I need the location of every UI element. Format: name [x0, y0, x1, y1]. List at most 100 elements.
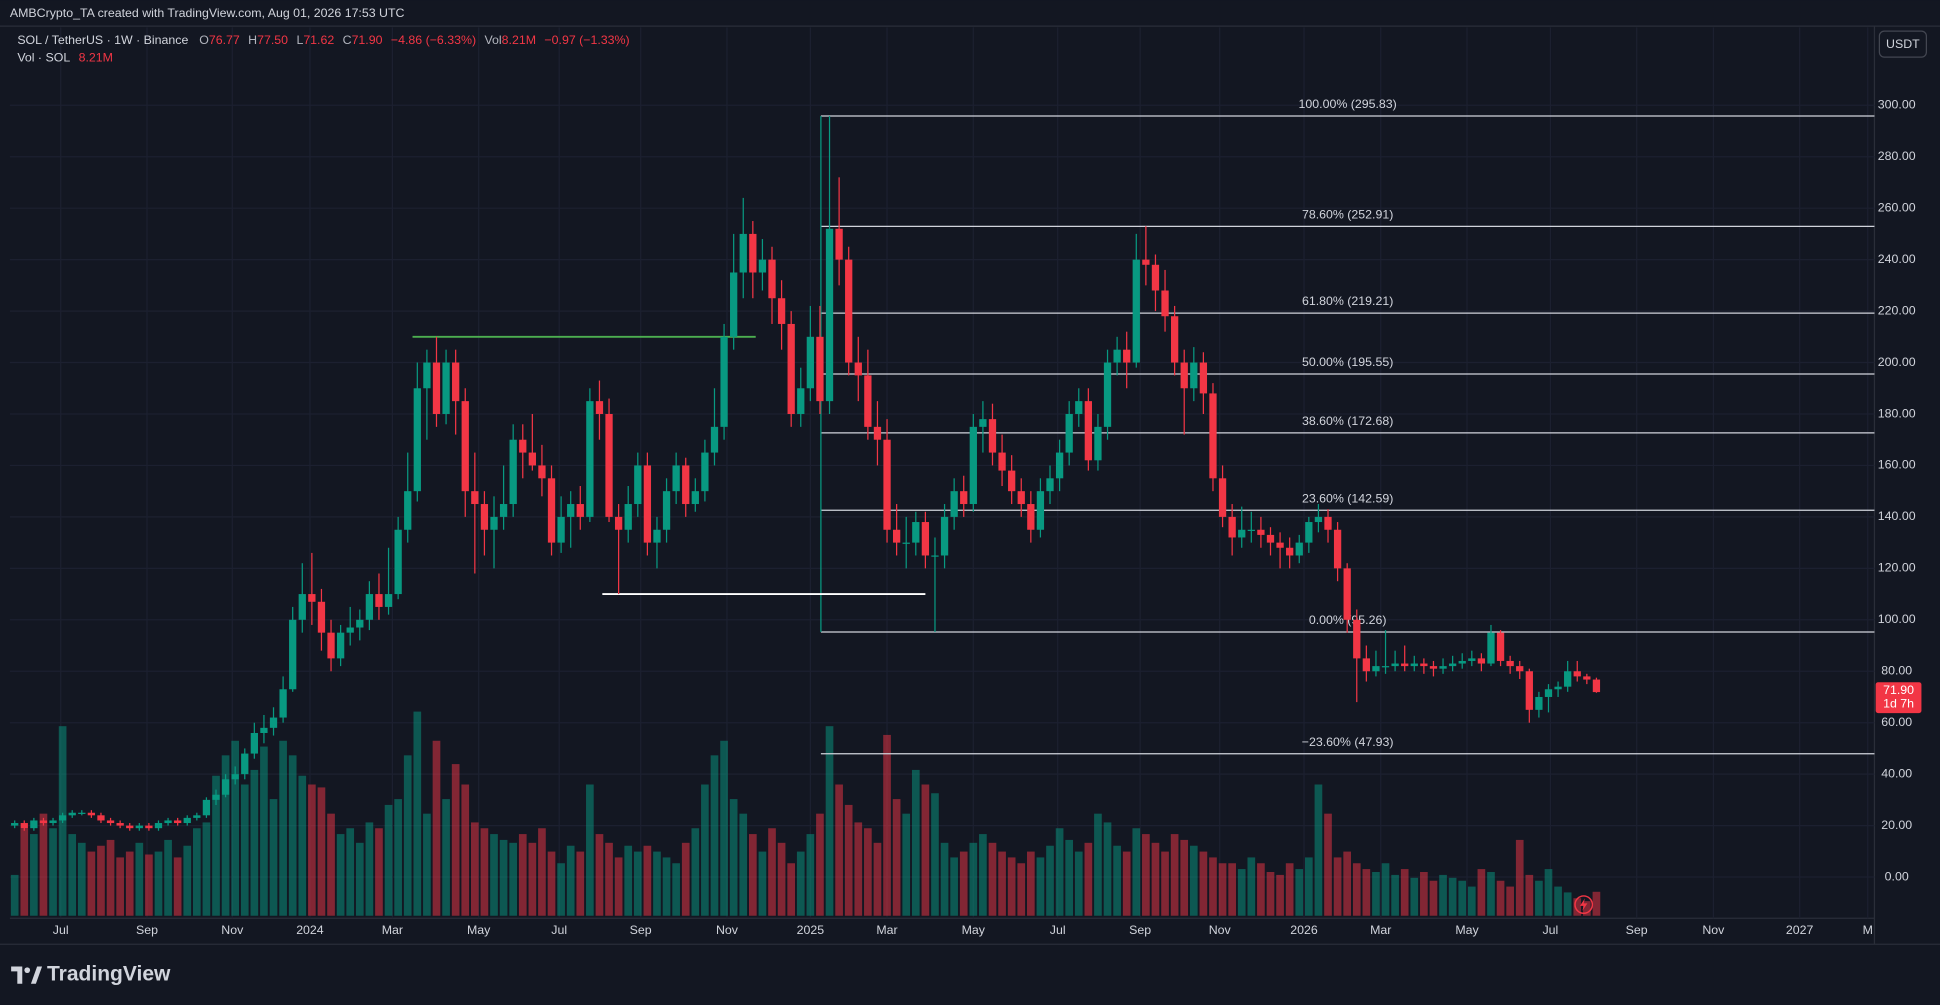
candle-body	[1190, 362, 1198, 389]
volume-bar	[691, 828, 700, 916]
y-tick-label: 60.00	[1881, 715, 1912, 729]
candle-body	[174, 820, 182, 824]
volume-bar	[355, 842, 364, 916]
volume-bar	[998, 851, 1006, 916]
volume-bar	[1381, 863, 1390, 916]
candle-body	[979, 419, 987, 427]
candle-body	[701, 452, 709, 492]
volume-bar	[240, 784, 249, 916]
candle-body	[1420, 663, 1428, 667]
volume-bar	[1007, 857, 1016, 916]
volume-bar	[1506, 886, 1514, 916]
x-tick-label: Sep	[1626, 923, 1648, 937]
volume-bar	[327, 813, 335, 916]
volume-bar	[768, 828, 776, 916]
volume-bar	[1228, 863, 1236, 916]
candle-body	[806, 336, 814, 389]
currency-button-label[interactable]: USDT	[1886, 37, 1920, 51]
candle-body	[289, 619, 297, 690]
candle-body	[902, 542, 910, 544]
volume-bar	[1592, 891, 1601, 916]
volume-bar	[1161, 851, 1169, 916]
volume-bar	[806, 834, 815, 916]
candle-body	[758, 259, 767, 273]
candle-body	[58, 815, 67, 821]
volume-bar	[1199, 851, 1208, 916]
candle-body	[423, 362, 431, 389]
volume-bar	[1142, 834, 1150, 916]
volume-bar	[279, 740, 287, 916]
volume-bar	[1448, 877, 1457, 916]
volume-bar	[125, 851, 134, 916]
x-tick-label: Mar	[876, 923, 897, 937]
volume-bar	[518, 834, 527, 916]
candle-body	[586, 401, 594, 517]
volume-bar	[576, 851, 585, 916]
volume-bar	[883, 734, 891, 916]
volume-bar	[902, 813, 911, 916]
candle-body	[1583, 676, 1591, 680]
candle-body	[1401, 663, 1409, 667]
candle-body	[528, 452, 536, 466]
volume-bar	[97, 845, 105, 916]
candle-body	[816, 336, 824, 402]
y-tick-label: 300.00	[1878, 98, 1916, 112]
volume-bar	[528, 842, 537, 916]
y-tick-label: 20.00	[1881, 818, 1912, 832]
candle-body	[662, 491, 671, 530]
volume-bar	[1209, 857, 1217, 916]
candle-body	[1439, 666, 1447, 669]
volume-bar	[1132, 828, 1141, 916]
fib-label: −23.60% (47.93)	[1302, 735, 1394, 749]
candle-body	[873, 426, 882, 440]
candle-body	[1487, 632, 1495, 664]
legend-o-label: O	[199, 33, 209, 47]
volume-bar	[1429, 880, 1438, 916]
candle-body	[883, 439, 891, 530]
candle-body	[730, 272, 738, 337]
candle-body	[1055, 452, 1064, 479]
candle-body	[384, 594, 393, 607]
candle-body	[845, 259, 853, 363]
candle-body	[710, 426, 719, 453]
x-tick-label: Sep	[1129, 923, 1151, 937]
volume-bar	[681, 842, 690, 916]
candle-body	[1257, 529, 1265, 535]
candle-body	[365, 594, 374, 620]
volume-bar	[39, 813, 48, 916]
volume-bar	[1094, 813, 1102, 916]
candle-body	[1008, 470, 1016, 492]
candle-body	[1592, 679, 1601, 693]
candle-body	[106, 820, 115, 824]
candle-body	[1199, 362, 1208, 394]
candle-body	[1544, 689, 1553, 697]
candle-body	[1036, 491, 1045, 530]
volume-bar	[499, 839, 508, 916]
volume-bar	[710, 755, 719, 916]
fib-label: 50.00% (195.55)	[1302, 355, 1393, 369]
brand-logo	[11, 966, 43, 984]
volume-bar	[624, 845, 633, 916]
currency-button[interactable]	[1878, 30, 1928, 58]
volume-bar	[317, 787, 326, 916]
volume-bar	[1113, 845, 1121, 916]
volume-bar	[403, 755, 412, 916]
volume-bar	[509, 842, 518, 916]
x-tick-label: 2025	[797, 923, 825, 937]
volume-bar	[1122, 851, 1131, 916]
candle-body	[634, 465, 642, 505]
candle-body	[164, 820, 172, 824]
volume-bar	[106, 839, 115, 916]
candle-body	[116, 823, 124, 826]
volume-bar	[796, 851, 805, 916]
candle-body	[1525, 671, 1533, 710]
candle-body	[471, 491, 479, 505]
brand-name: TradingView	[47, 963, 171, 986]
volume-bar	[758, 851, 767, 916]
candle-body	[921, 522, 930, 556]
volume-bar	[557, 863, 565, 916]
volume-bar	[154, 851, 163, 916]
vol-legend-label: Vol · SOL	[17, 51, 70, 65]
price-tag-price: 71.90	[1883, 683, 1914, 697]
volume-bar	[145, 854, 153, 916]
